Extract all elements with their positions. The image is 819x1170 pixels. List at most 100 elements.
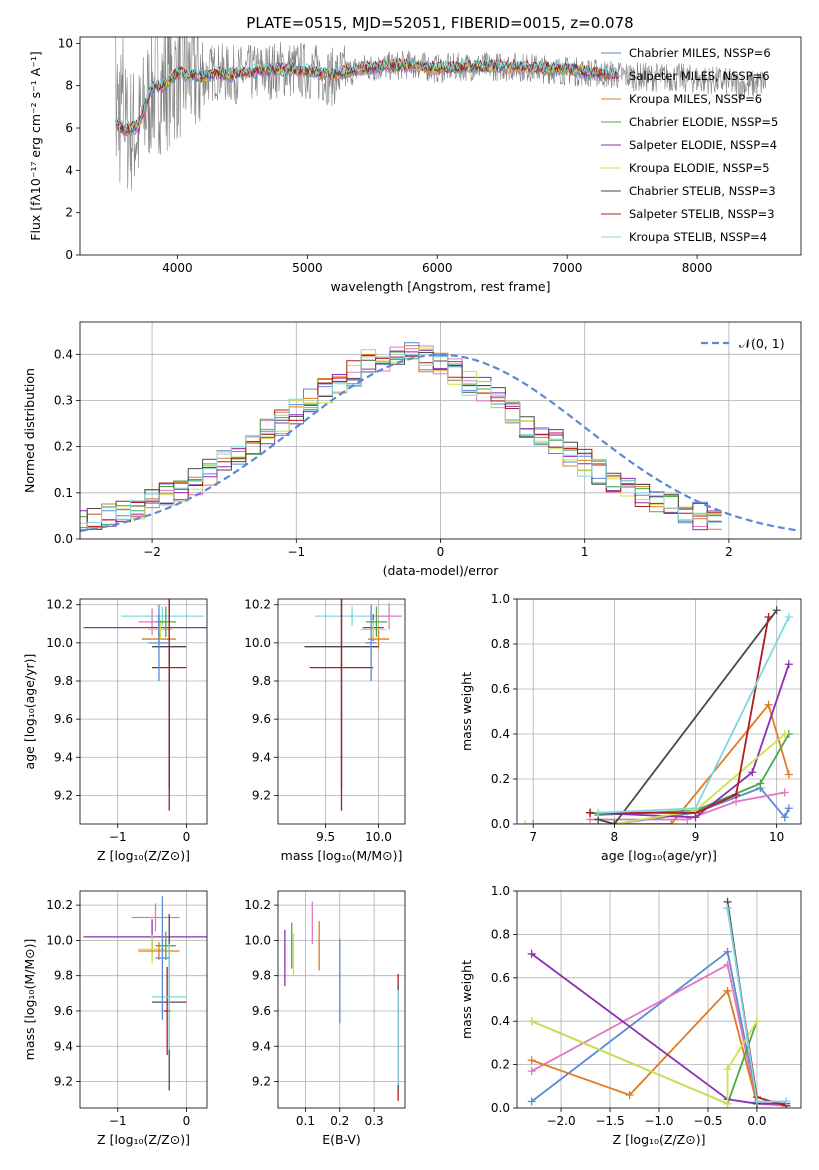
weight-marker <box>748 768 757 777</box>
weight-marker <box>521 820 530 824</box>
y-tick-label: 0.4 <box>491 727 510 741</box>
y-tick-label: 9.4 <box>54 1039 73 1053</box>
x-tick-label: 7 <box>529 830 537 844</box>
y-tick-label: 0.2 <box>54 440 73 454</box>
axes-frame <box>277 598 406 825</box>
x-tick-label: 1 <box>581 545 589 559</box>
weight-marker <box>772 606 781 615</box>
y-axis-label: mass [log₁₀(M/M⊙)] <box>22 939 37 1061</box>
plot-area <box>517 599 801 824</box>
model-fit-line-8 <box>115 56 620 133</box>
y-tick-label: 10.2 <box>46 898 73 912</box>
x-axis-label: mass [log₁₀(M/M⊙)] <box>281 848 403 863</box>
y-tick-label: 0 <box>65 248 73 262</box>
weight-marker <box>723 960 732 969</box>
panel-Z_vs_age: −1 0 9.2 9.4 9.6 9.8 10.0 10.2 Z [log₁₀(Z/Z⊙)] ag… <box>22 598 208 863</box>
x-tick-label: −1.5 <box>595 1114 624 1128</box>
weight-marker <box>764 613 773 621</box>
axes-frame <box>79 598 208 825</box>
y-tick-label: 9.2 <box>54 1075 73 1089</box>
y-tick-label: 10 <box>58 36 73 50</box>
weight-marker <box>782 1097 791 1106</box>
y-tick-label: 9.6 <box>54 1004 73 1018</box>
y-tick-label: 9.8 <box>54 674 73 688</box>
y-axis-label: mass weight <box>459 960 474 1039</box>
weight-line-7 <box>590 616 770 814</box>
weight-marker <box>752 1017 761 1026</box>
y-tick-label: 9.2 <box>252 788 271 802</box>
x-tick-label: 4000 <box>162 261 193 275</box>
weight-marker <box>752 1097 761 1106</box>
histogram-step-6 <box>80 352 722 531</box>
weight-marker <box>780 730 789 738</box>
y-tick-label: 10.0 <box>244 933 271 947</box>
y-tick-label: 1.0 <box>491 592 510 606</box>
y-tick-label: 10.2 <box>46 598 73 612</box>
histogram-step-0 <box>80 342 722 531</box>
histogram-step-4 <box>80 349 722 531</box>
x-axis-label: Z [log₁₀(Z/Z⊙)] <box>613 1132 706 1147</box>
panel-spectrum: 4000 5000 6000 7000 8000 0 2 4 6 8 10 wavelength [A… <box>28 36 802 294</box>
x-tick-label: 8000 <box>682 261 713 275</box>
y-axis-label: age [log₁₀(age/yr)] <box>22 654 37 770</box>
y-tick-label: 10.0 <box>46 636 73 650</box>
y-tick-label: 0.6 <box>491 971 510 985</box>
y-axis-label: mass weight <box>459 672 474 751</box>
weight-marker <box>780 788 789 797</box>
x-axis-label: Z [log₁₀(Z/Z⊙)] <box>97 848 190 863</box>
weight-marker <box>784 613 793 621</box>
legend-entry: Chabrier MILES, NSSP=6 <box>629 46 771 60</box>
legend-entry: Salpeter STELIB, NSSP=3 <box>629 207 775 221</box>
weight-marker <box>586 808 595 817</box>
weight-marker <box>784 660 793 669</box>
y-tick-label: 9.6 <box>252 712 271 726</box>
y-tick-label: 0.6 <box>491 682 510 696</box>
y-tick-label: 9.8 <box>54 969 73 983</box>
panel-mass_vs_age: 9.5 10.0 9.2 9.4 9.6 9.8 10.0 10.2 mass [log₁₀(M… <box>244 598 406 863</box>
legend-entry: 𝒩(0, 1) <box>739 336 785 351</box>
weight-marker <box>756 779 765 788</box>
y-tick-label: 0.1 <box>54 486 73 500</box>
x-tick-label: −1.0 <box>644 1114 673 1128</box>
y-tick-label: 10.2 <box>244 598 271 612</box>
x-tick-label: 0.2 <box>330 1114 349 1128</box>
weight-line-6 <box>597 609 778 824</box>
y-tick-label: 10.2 <box>244 898 271 912</box>
weight-marker <box>784 804 793 813</box>
panel-Z_vs_weight: −2.0 −1.5 −1.0 −0.5 0.0 0.0 0.2 0.4 0.6 0.8 1.0 Z [… <box>459 884 802 1147</box>
x-tick-label: −1 <box>109 830 127 844</box>
weight-line-3 <box>531 1020 758 1105</box>
weight-marker <box>784 770 793 779</box>
y-tick-label: 10.0 <box>46 933 73 947</box>
x-axis-label: wavelength [Angstrom, rest frame] <box>330 279 550 294</box>
x-tick-label: 9.5 <box>316 830 335 844</box>
weight-marker <box>667 820 676 824</box>
y-tick-label: 9.8 <box>252 674 271 688</box>
plot-area <box>80 891 207 1108</box>
y-tick-label: 9.8 <box>252 969 271 983</box>
panel-Z_vs_mass: −1 0 9.2 9.4 9.6 9.8 10.0 10.2 Z [log₁₀(Z/Z⊙)] ma… <box>22 890 208 1147</box>
y-tick-label: 9.2 <box>54 788 73 802</box>
y-tick-label: 0.2 <box>491 772 510 786</box>
histogram-step-3 <box>80 349 722 529</box>
y-axis-label: Flux [fλ10⁻¹⁷ erg cm⁻² s⁻¹ A⁻¹] <box>28 51 43 240</box>
axes-frame <box>79 36 802 256</box>
weight-marker <box>527 1067 536 1076</box>
y-axis-label: Normed distribution <box>22 368 37 493</box>
weight-marker <box>594 808 603 817</box>
x-axis-label: E(B-V) <box>322 1132 361 1147</box>
x-tick-label: 0.0 <box>747 1114 766 1128</box>
normal-curve-line <box>80 353 799 532</box>
plot-area <box>80 322 801 539</box>
weight-marker <box>723 947 732 956</box>
legend-entry: Kroupa ELODIE, NSSP=5 <box>629 161 770 175</box>
legend-entry: Chabrier ELODIE, NSSP=5 <box>629 115 778 129</box>
y-tick-label: 10.0 <box>244 636 271 650</box>
y-tick-label: 2 <box>65 206 73 220</box>
axes-frame <box>516 890 802 1109</box>
weight-marker <box>586 815 595 824</box>
x-tick-label: 2 <box>725 545 733 559</box>
histogram-step-1 <box>80 345 722 531</box>
axes-frame <box>79 890 208 1109</box>
